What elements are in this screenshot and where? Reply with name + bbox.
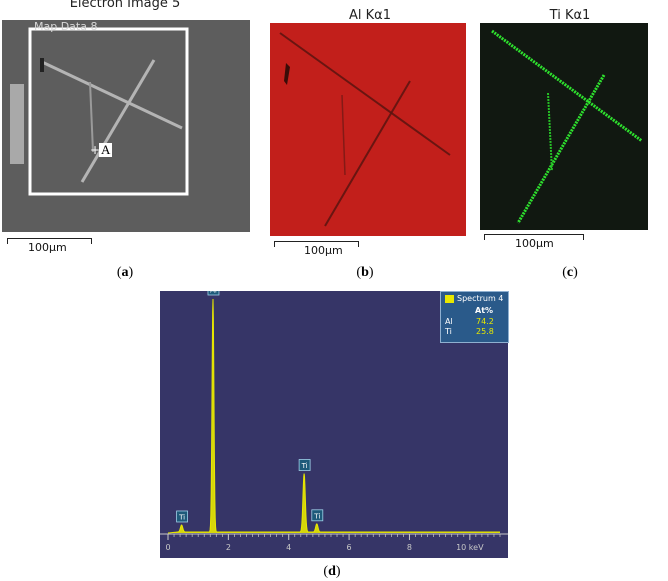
point-marker: +	[90, 143, 100, 157]
legend-series-name: Spectrum 4	[457, 294, 504, 303]
caption-letter-a: a	[121, 265, 129, 280]
svg-text:Ti: Ti	[313, 512, 320, 520]
caption-letter-c: c	[566, 265, 574, 280]
scale-bar-b	[274, 241, 359, 247]
x-tick-label: 2	[226, 543, 231, 552]
dark-spot	[284, 63, 290, 85]
svg-text:Ti: Ti	[178, 513, 185, 521]
ti-map-svg	[480, 23, 648, 230]
fiber	[41, 60, 183, 130]
electron-image: + Map Data 8 A	[2, 20, 250, 232]
scale-bar-c	[484, 234, 584, 240]
legend-swatch	[445, 295, 454, 303]
map-region-box	[28, 27, 189, 196]
caption-c: (c)	[562, 265, 578, 280]
dark-spot	[40, 58, 44, 72]
caption-b: (b)	[356, 265, 374, 280]
svg-text:Al: Al	[210, 291, 217, 295]
peak-label-ti: Ti	[311, 509, 324, 522]
peak-label-ti: Ti	[176, 510, 188, 523]
x-tick-label: 6	[347, 543, 352, 552]
al-map	[270, 23, 466, 236]
ti-map-title: Ti Kα1	[549, 8, 591, 23]
spectrum-line	[167, 298, 500, 534]
scale-label-c: 100µm	[515, 237, 554, 250]
legend-row-element: Ti	[445, 327, 452, 336]
legend-row-element: Al	[445, 317, 453, 326]
al-depleted-fiber	[324, 80, 411, 227]
x-tick-label: 8	[407, 543, 412, 552]
scale-label-b: 100µm	[304, 244, 343, 257]
peak-label-al: Al	[207, 283, 220, 296]
point-a-label: A	[99, 142, 113, 157]
ti-rich-fiber	[491, 29, 643, 143]
caption-letter-b: b	[361, 265, 369, 280]
legend-header-at: At%	[475, 306, 494, 315]
ti-rich-fiber	[516, 74, 606, 224]
caption-a: (a)	[116, 265, 134, 280]
fiber	[80, 59, 156, 183]
caption-d: (d)	[323, 564, 341, 579]
scale-label-a: 100µm	[28, 241, 67, 254]
al-depleted-fiber	[341, 94, 346, 176]
map-data-label: Map Data 8	[34, 20, 98, 33]
legend-row-value: 25.8	[476, 327, 494, 336]
legend-row-value: 74.2	[476, 317, 494, 326]
x-tick-label: 0	[165, 543, 170, 552]
bright-region	[10, 84, 24, 164]
scale-bar-a	[7, 238, 92, 244]
ti-map	[480, 23, 648, 230]
peak-label-ti: Ti	[298, 459, 311, 471]
svg-text:Ti: Ti	[301, 462, 308, 470]
electron-image-title: Electron Image 5	[69, 0, 181, 11]
legend-box: Spectrum 4 At% Al 74.2 Ti 25.8	[440, 291, 509, 343]
x-tick-label: 4	[286, 543, 291, 552]
x-tick-label: 10 keV	[456, 543, 484, 552]
caption-letter-d: d	[328, 564, 336, 579]
al-depleted-fiber	[279, 32, 451, 156]
ti-rich-fiber	[547, 92, 553, 172]
al-map-title: Al Kα1	[348, 8, 391, 23]
fiber	[89, 81, 94, 153]
electron-image-svg: +	[2, 20, 250, 232]
al-map-svg	[270, 23, 466, 236]
